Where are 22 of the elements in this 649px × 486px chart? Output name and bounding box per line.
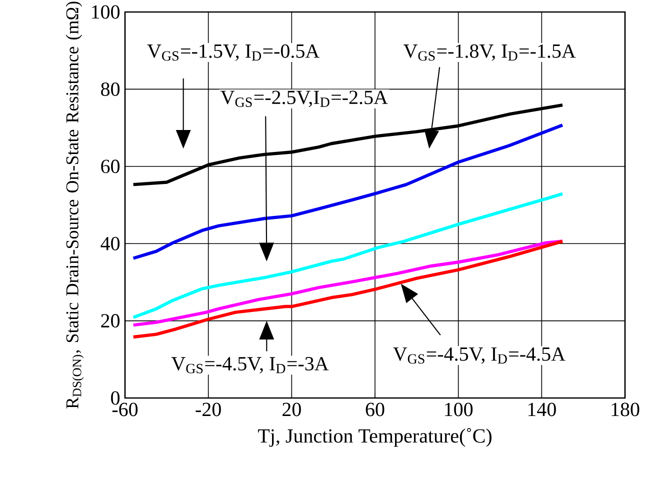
line-series (132, 192, 564, 319)
x-tick-label: 60 (366, 402, 384, 416)
y-tick-label: 80 (101, 82, 120, 96)
x-tick-label: -20 (196, 402, 221, 416)
x-tick-label: 20 (282, 402, 301, 416)
annotation: V$_{GS}$=-4.5V, I$_{D}$=-4.5A (393, 347, 566, 364)
y-tick-label: 100 (92, 5, 120, 19)
annotation: V$_{GS}$=-1.5V, I$_{D}$=-0.5A (147, 44, 320, 61)
x-tick-label: 100 (445, 402, 473, 416)
annotation: V$_{GS}$=-2.5V,I$_{D}$=-2.5A (220, 90, 388, 108)
line-series (132, 123, 564, 260)
y-tick-label: 0 (111, 391, 120, 405)
y-tick-label: 60 (101, 160, 120, 174)
y-tick-label: 20 (101, 314, 120, 328)
x-axis-title: Tj, Junction Temperature(˚C) (258, 428, 492, 447)
annotation: V$_{GS}$=-1.8V, I$_{D}$=-1.5A (404, 44, 576, 61)
x-tick-label: 140 (528, 402, 556, 416)
y-axis-title: R$_{DS(ON)}$, Static Drain-Source On-State Resistance (mΩ) (66, 2, 84, 409)
x-tick-label: -60 (112, 402, 138, 416)
y-tick-label: 40 (100, 236, 120, 250)
x-tick-label: 180 (612, 402, 640, 416)
annotation: V$_{GS}$=-4.5V, I$_{D}$=-3A (171, 357, 329, 374)
